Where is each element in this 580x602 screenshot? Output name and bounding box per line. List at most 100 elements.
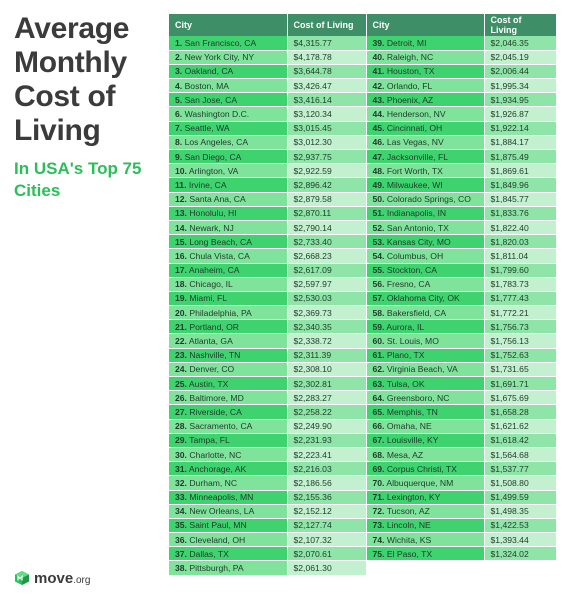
rank-number: 46. — [372, 137, 385, 148]
table-row: 18. Chicago, IL $2,597.97 56. Fresno, CA $1… — [169, 277, 557, 292]
rank-number: 8. — [175, 137, 183, 148]
right-cost-cell: $1,691.71 — [484, 376, 557, 392]
rank-number: 9. — [175, 151, 183, 162]
table-row: 7. Seattle, WA $3,015.45 45. Cincinnati, O… — [169, 121, 557, 136]
left-cost-cell: $2,668.23 — [287, 248, 367, 264]
right-city-cell: 54. Columbus, OH — [366, 248, 485, 264]
city-name: Phoenix, AZ — [386, 94, 434, 105]
left-city-cell: 4. Boston, MA — [169, 78, 288, 94]
right-cost-cell: $1,498.35 — [484, 504, 557, 519]
city-column-header-right: City — [366, 14, 485, 36]
city-name: El Paso, TX — [386, 548, 433, 559]
city-name: Oklahoma City, OK — [386, 293, 460, 304]
move-logo: move.org — [14, 568, 90, 588]
left-cost-cell: $3,416.14 — [287, 92, 367, 108]
right-city-cell — [366, 560, 485, 576]
rank-number: 20. — [175, 307, 187, 318]
table-row: 20. Philadelphia, PA $2,369.73 58. Bakersf… — [169, 305, 557, 321]
right-cost-cell: $1,621.62 — [484, 419, 557, 434]
city-name: Philadelphia, PA — [189, 307, 252, 318]
left-city-cell: 2. New York City, NY — [169, 50, 288, 65]
rank-number: 17. — [175, 265, 187, 276]
left-cost-cell: $3,644.78 — [287, 64, 367, 80]
city-name: Cleveland, OH — [189, 534, 246, 545]
city-name: Indianapolis, IN — [386, 208, 447, 219]
right-city-cell: 59. Aurora, IL — [366, 319, 485, 335]
city-name: San Francisco, CA — [184, 37, 257, 48]
rank-number: 72. — [372, 506, 385, 517]
left-cost-cell: $2,369.73 — [287, 305, 367, 321]
left-cost-cell: $2,155.36 — [287, 490, 367, 505]
city-name: Columbus, OH — [386, 250, 444, 261]
left-city-cell: 31. Anchorage, AK — [169, 461, 288, 477]
rank-number: 50. — [372, 194, 385, 205]
right-city-cell: 65. Memphis, TN — [366, 404, 485, 420]
table-row: 16. Chula Vista, CA $2,668.23 54. Columbus… — [169, 248, 557, 264]
right-city-cell: 71. Lexington, KY — [366, 490, 485, 505]
table-row: 31. Anchorage, AK $2,216.03 69. Corpus Chr… — [169, 461, 557, 477]
left-city-cell: 29. Tampa, FL — [169, 433, 288, 448]
rank-number: 12. — [175, 194, 187, 205]
city-name: Lincoln, NE — [386, 520, 431, 531]
table-row: 35. Saint Paul, MN $2,127.74 73. Lincoln, … — [169, 518, 557, 534]
right-city-cell: 74. Wichita, KS — [366, 532, 485, 548]
left-city-cell: 34. New Orleans, LA — [169, 504, 288, 519]
left-cost-cell: $2,061.30 — [287, 560, 367, 576]
rank-number: 69. — [372, 463, 385, 474]
right-cost-cell: $2,045.19 — [484, 50, 557, 65]
right-city-cell: 39. Detroit, MI — [366, 36, 485, 51]
rank-number: 62. — [372, 364, 385, 375]
left-cost-cell: $2,223.41 — [287, 447, 367, 463]
right-cost-cell: $1,822.40 — [484, 220, 557, 236]
city-name: Atlanta, GA — [188, 336, 233, 347]
rank-number: 74. — [372, 534, 385, 545]
rank-number: 30. — [175, 449, 187, 460]
city-name: Miami, FL — [189, 293, 228, 304]
city-name: Denver, CO — [189, 364, 235, 375]
page-subtitle: In USA's Top 75 Cities — [14, 159, 142, 200]
rank-number: 5. — [175, 94, 183, 105]
left-cost-cell: $2,870.11 — [287, 206, 367, 221]
city-name: Dallas, TX — [189, 548, 229, 559]
right-cost-cell: $1,752.63 — [484, 348, 557, 363]
right-cost-cell — [484, 560, 557, 576]
left-city-cell: 38. Pittsburgh, PA — [169, 560, 288, 576]
city-name: New York City, NY — [184, 52, 255, 63]
right-cost-cell: $1,508.80 — [484, 475, 557, 491]
city-name: Greensboro, NC — [386, 392, 450, 403]
city-name: Honolulu, HI — [189, 208, 237, 219]
left-city-cell: 8. Los Angeles, CA — [169, 135, 288, 151]
city-name: Chula Vista, CA — [189, 250, 250, 261]
right-city-cell: 66. Omaha, NE — [366, 419, 485, 434]
left-city-cell: 12. Santa Ana, CA — [169, 192, 288, 207]
city-name: Bakersfield, CA — [386, 307, 447, 318]
city-name: Chicago, IL — [189, 279, 233, 290]
table-row: 6. Washington D.C. $3,120.34 44. Henderson… — [169, 106, 557, 122]
table-row: 11. Irvine, CA $2,896.42 49. Milwaukee, WI… — [169, 177, 557, 193]
logo-brand: move — [34, 569, 74, 587]
right-cost-cell: $1,799.60 — [484, 263, 557, 278]
table-row: 8. Los Angeles, CA $3,012.30 46. Las Vegas… — [169, 135, 557, 151]
left-city-cell: 26. Baltimore, MD — [169, 390, 288, 406]
table-row: 33. Minneapolis, MN $2,155.36 71. Lexingto… — [169, 490, 557, 505]
right-city-cell: 60. St. Louis, MO — [366, 333, 485, 349]
city-name: St. Louis, MO — [386, 336, 439, 347]
left-city-cell: 5. San Jose, CA — [169, 92, 288, 108]
right-city-cell: 73. Lincoln, NE — [366, 518, 485, 534]
table-row: 24. Denver, CO $2,308.10 62. Virginia Beac… — [169, 362, 557, 378]
city-name: Boston, MA — [184, 80, 229, 91]
right-city-cell: 55. Stockton, CA — [366, 263, 485, 278]
rank-number: 29. — [175, 435, 187, 446]
left-cost-cell: $2,249.90 — [287, 419, 367, 434]
rank-number: 26. — [175, 392, 187, 403]
right-city-cell: 52. San Antonio, TX — [366, 220, 485, 236]
left-city-cell: 16. Chula Vista, CA — [169, 248, 288, 264]
table-row: 4. Boston, MA $3,426.47 42. Orlando, FL $1,… — [169, 78, 557, 94]
rank-number: 47. — [372, 151, 385, 162]
table-row: 21. Portland, OR $2,340.35 59. Aurora, IL $… — [169, 319, 557, 335]
right-cost-cell: $1,869.61 — [484, 163, 557, 179]
city-name: Virginia Beach, VA — [386, 364, 458, 375]
city-name: Austin, TX — [188, 378, 229, 389]
rank-number: 41. — [372, 66, 385, 77]
city-name: Tucson, AZ — [386, 506, 430, 517]
